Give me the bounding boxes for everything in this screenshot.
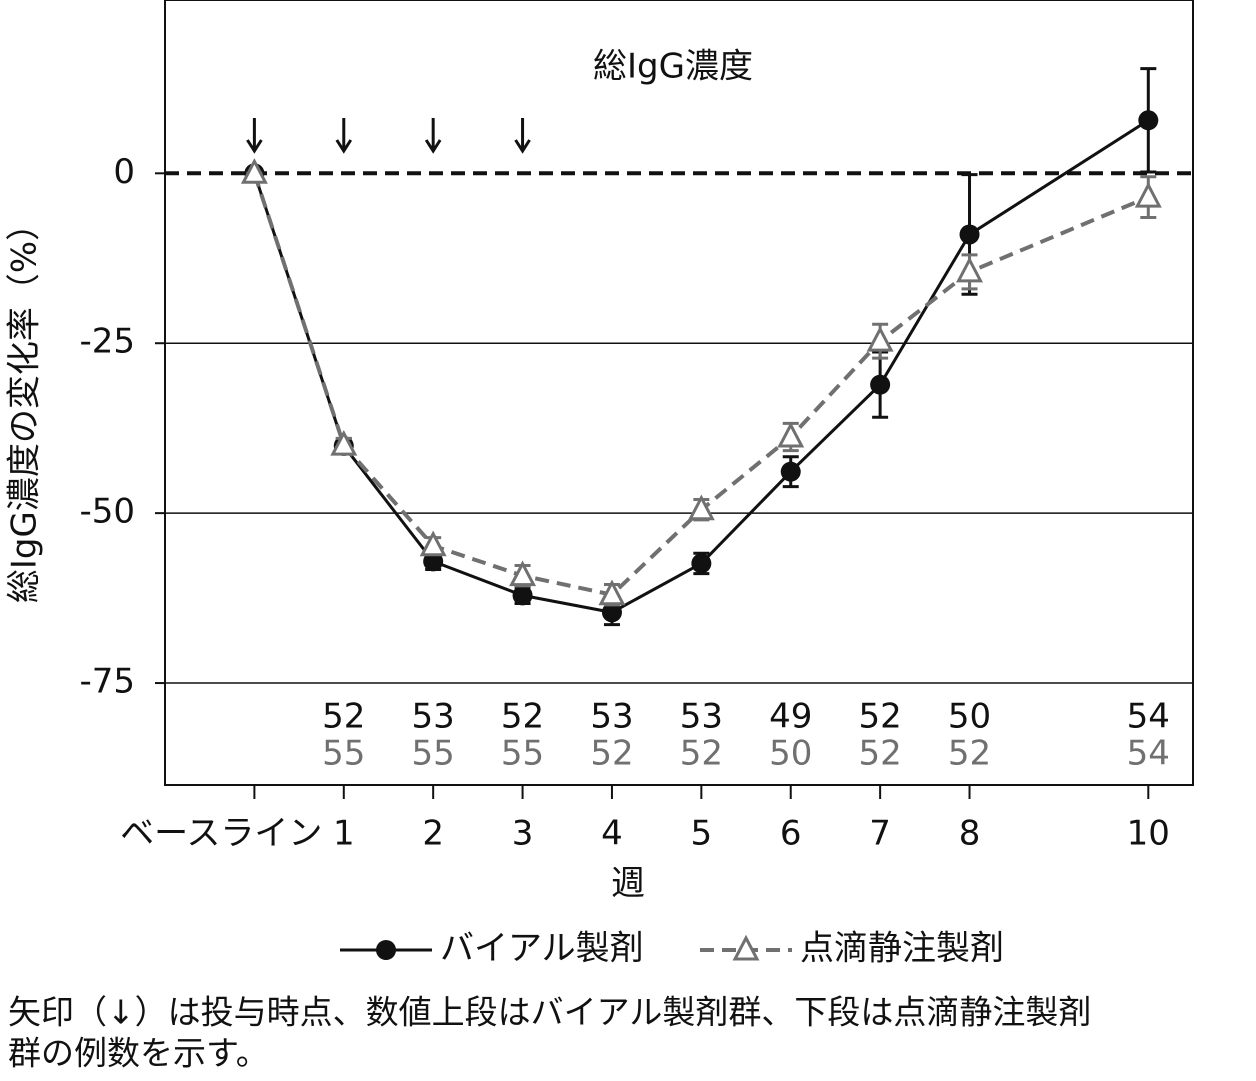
data-point	[509, 560, 537, 587]
x-tick-label: 2	[422, 814, 444, 854]
y-tick-label: -50	[79, 492, 135, 532]
data-point	[956, 256, 984, 283]
data-point	[512, 585, 533, 606]
data-point	[959, 224, 980, 245]
series-line	[252, 119, 1150, 614]
legend-marker	[376, 940, 396, 960]
data-point	[419, 530, 447, 557]
count-label: 52	[501, 697, 544, 737]
count-label: 49	[769, 697, 812, 737]
count-label: 52	[590, 734, 633, 774]
x-tick-label: 1	[333, 814, 355, 854]
x-tick-label: 4	[601, 814, 623, 854]
data-point	[866, 325, 894, 352]
x-tick-label: 5	[691, 814, 713, 854]
count-label: 54	[1127, 697, 1170, 737]
count-label: 52	[322, 697, 365, 737]
data-point	[777, 421, 805, 448]
count-label: 55	[501, 734, 544, 774]
count-label: 52	[858, 697, 901, 737]
data-point	[598, 579, 626, 606]
data-point	[423, 551, 444, 572]
x-tick-label: 8	[959, 814, 981, 854]
data-point	[240, 158, 268, 184]
count-label: 50	[769, 734, 812, 774]
count-label: 52	[858, 734, 901, 774]
dose-arrow	[335, 118, 353, 154]
footnote: 矢印（↓）は投与時点、数値上段はバイアル製剤群、下段は点滴静注製剤	[8, 993, 1091, 1032]
dose-arrow	[424, 118, 442, 154]
plot-frame	[164, 0, 1194, 786]
count-label: 55	[322, 734, 365, 774]
data-point	[687, 494, 715, 521]
x-tick-label: 7	[869, 814, 891, 854]
x-tick-label: 6	[780, 814, 802, 854]
y-tick-label: -25	[79, 322, 135, 362]
data-point	[691, 553, 712, 574]
y-tick-label: 0	[113, 152, 135, 192]
dose-arrow	[246, 118, 263, 154]
count-label: 50	[948, 697, 991, 737]
legend-marker	[732, 934, 760, 961]
count-label: 55	[412, 734, 455, 774]
x-tick-label: 3	[512, 814, 534, 854]
count-label: 53	[680, 697, 723, 737]
footnote: 群の例数を示す。	[8, 1034, 269, 1073]
series-line	[252, 172, 1150, 597]
y-axis-label: 総IgG濃度の変化率（%）	[5, 207, 45, 603]
data-point	[780, 461, 801, 482]
legend-label: バイアル製剤	[440, 929, 644, 969]
dose-arrow	[514, 118, 531, 154]
chart-title: 総IgG濃度	[593, 47, 753, 87]
x-axis-label: 週	[611, 864, 645, 904]
count-label: 53	[590, 697, 633, 737]
legend-label: 点滴静注製剤	[800, 929, 1004, 969]
data-point	[1134, 181, 1162, 208]
x-tick-label: 10	[1127, 814, 1170, 854]
x-tick-label: ベースライン	[120, 814, 322, 854]
data-point	[870, 374, 891, 395]
count-label: 52	[680, 734, 723, 774]
count-label: 53	[412, 697, 455, 737]
count-label: 52	[948, 734, 991, 774]
y-tick-label: -75	[79, 662, 135, 702]
data-point	[1138, 110, 1159, 131]
data-point	[601, 602, 622, 623]
data-point	[330, 429, 358, 456]
count-label: 54	[1127, 734, 1170, 774]
